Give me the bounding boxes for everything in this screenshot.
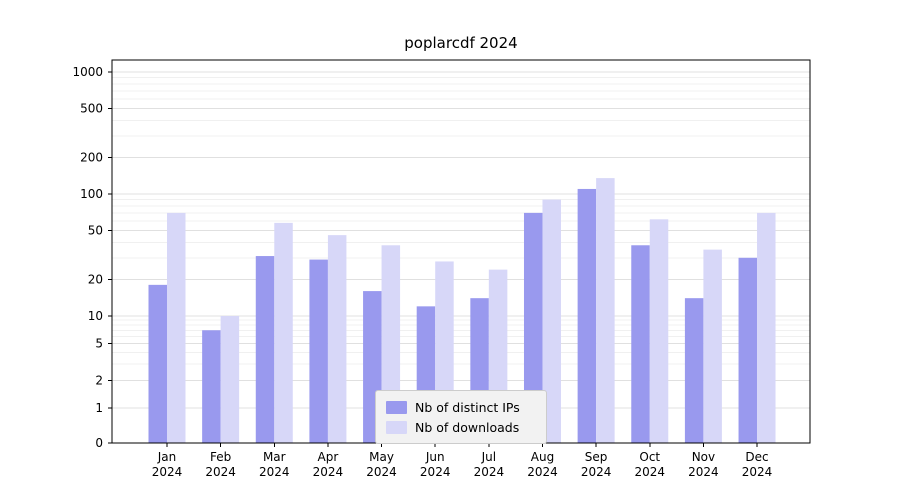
x-tick-label: Oct 2024 — [634, 450, 665, 479]
x-tick-label: Jun 2024 — [420, 450, 451, 479]
bar-distinct-ips-feb — [202, 330, 221, 443]
y-tick-label: 0 — [95, 436, 103, 450]
x-tick-label: Jan 2024 — [152, 450, 183, 479]
x-tick-label: Dec 2024 — [742, 450, 773, 479]
x-tick-label: Jul 2024 — [474, 450, 505, 479]
bar-distinct-ips-dec — [738, 257, 758, 443]
bar-distinct-ips-jan — [148, 284, 167, 443]
legend-label-distinct-ips: Nb of distinct IPs — [415, 399, 520, 415]
y-tick-label: 100 — [80, 187, 103, 201]
x-tick-label: Feb 2024 — [205, 450, 236, 479]
x-tick-label: Aug 2024 — [527, 450, 558, 479]
legend-swatch-downloads — [386, 420, 407, 434]
bar-downloads-nov — [703, 249, 722, 443]
y-tick-label: 200 — [80, 150, 103, 164]
bar-downloads-oct — [649, 219, 669, 443]
bar-distinct-ips-mar — [255, 256, 275, 443]
bar-downloads-jan — [167, 212, 186, 443]
bar-downloads-sep — [596, 178, 615, 443]
legend: Nb of distinct IPs Nb of downloads — [375, 390, 547, 444]
x-tick-label: Apr 2024 — [313, 450, 344, 479]
legend-item-downloads: Nb of downloads — [386, 417, 536, 437]
y-tick-label: 5 — [95, 337, 103, 351]
y-tick-label: 50 — [88, 224, 103, 238]
y-tick-label: 1000 — [72, 65, 103, 79]
bar-distinct-ips-oct — [631, 245, 650, 443]
bar-downloads-aug — [542, 199, 561, 443]
legend-label-downloads: Nb of downloads — [415, 419, 520, 435]
bar-distinct-ips-aug — [523, 212, 543, 443]
legend-swatch-distinct-ips — [386, 400, 407, 414]
chart-title: poplarcdf 2024 — [404, 34, 518, 52]
y-tick-label: 20 — [88, 272, 103, 286]
y-tick-label: 500 — [80, 102, 103, 116]
x-tick-label: May 2024 — [366, 450, 397, 479]
bar-downloads-mar — [274, 222, 293, 443]
bar-downloads-dec — [757, 212, 776, 443]
x-tick-label: Sep 2024 — [581, 450, 612, 479]
legend-item-distinct-ips: Nb of distinct IPs — [386, 397, 536, 417]
x-tick-label: Mar 2024 — [259, 450, 290, 479]
bar-distinct-ips-sep — [577, 188, 597, 443]
y-tick-label: 2 — [95, 373, 103, 387]
bar-distinct-ips-apr — [309, 259, 328, 443]
bar-distinct-ips-nov — [684, 298, 704, 443]
y-tick-label: 10 — [88, 309, 103, 323]
x-tick-label: Nov 2024 — [688, 450, 719, 479]
bar-downloads-feb — [220, 316, 240, 443]
bar-downloads-apr — [327, 235, 347, 443]
y-tick-label: 1 — [95, 401, 103, 415]
